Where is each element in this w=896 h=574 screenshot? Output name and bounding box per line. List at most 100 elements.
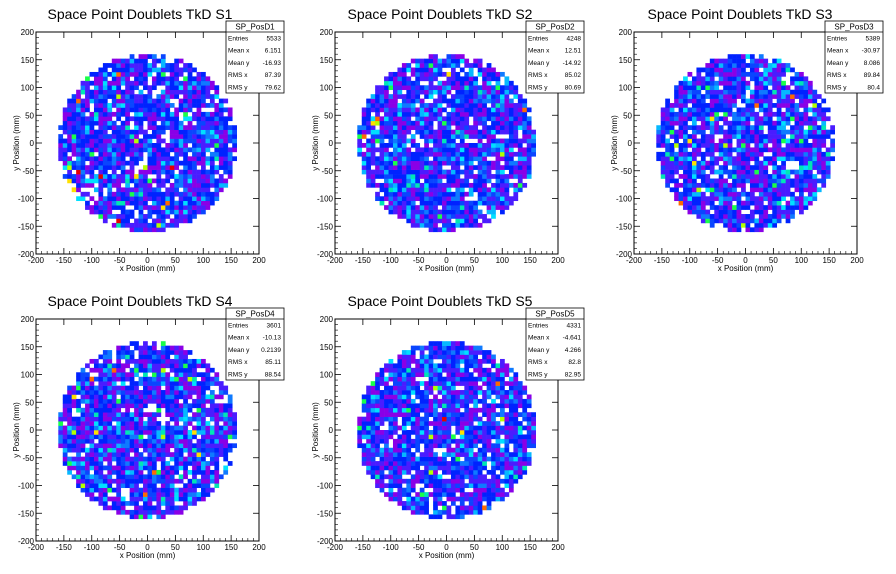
heatmap-cell <box>785 174 791 179</box>
heatmap-cell <box>669 120 675 126</box>
heatmap-cell <box>160 438 166 444</box>
heatmap-cell <box>419 187 425 193</box>
heatmap-cell <box>80 372 86 378</box>
heatmap-cell <box>178 390 184 395</box>
heatmap-cell <box>745 200 751 206</box>
heatmap-cell <box>85 125 90 130</box>
heatmap-cell <box>450 58 456 64</box>
heatmap-cell <box>495 169 501 175</box>
heatmap-cell <box>138 107 144 113</box>
heatmap-cell <box>669 156 675 162</box>
heatmap-cell <box>134 390 139 395</box>
heatmap-cell <box>433 76 438 82</box>
heatmap-cell <box>450 214 456 219</box>
heatmap-cell <box>178 58 184 64</box>
heatmap-cell <box>147 385 153 391</box>
heatmap-cell <box>102 350 108 355</box>
heatmap-cell <box>85 103 90 108</box>
heatmap-cell <box>428 227 434 233</box>
heatmap-cell <box>223 434 229 440</box>
heatmap-cell <box>102 120 108 126</box>
heatmap-cell <box>741 191 746 197</box>
heatmap-cell <box>442 160 447 166</box>
heatmap-cell <box>147 354 153 360</box>
heatmap-cell <box>392 116 398 122</box>
heatmap-cell <box>71 107 77 113</box>
heatmap-cell <box>388 151 394 157</box>
heatmap-cell <box>419 111 425 117</box>
heatmap-cell <box>700 218 706 224</box>
heatmap-cell <box>415 222 421 228</box>
heatmap-cell <box>450 76 456 82</box>
heatmap-cell <box>169 89 175 95</box>
heatmap-cell <box>392 107 398 113</box>
heatmap-cell <box>160 98 166 104</box>
heatmap-cell <box>718 143 724 148</box>
heatmap-cell <box>415 58 421 64</box>
heatmap-cell <box>196 125 202 130</box>
heatmap-cell <box>531 138 536 144</box>
heatmap-cell <box>187 147 193 153</box>
heatmap-cell <box>714 85 720 91</box>
heatmap-cell <box>214 407 220 413</box>
heatmap-cell <box>183 447 188 453</box>
heatmap-cell <box>388 160 394 166</box>
heatmap-cell <box>107 407 113 413</box>
heatmap-cell <box>477 98 483 104</box>
heatmap-cell <box>517 165 523 170</box>
heatmap-cell <box>205 125 211 130</box>
heatmap-cell <box>500 191 505 197</box>
heatmap-cell <box>174 80 180 86</box>
heatmap-cell <box>138 58 144 64</box>
heatmap-cell <box>174 218 180 224</box>
heatmap-cell <box>415 125 421 130</box>
heatmap-cell <box>446 129 452 135</box>
heatmap-cell <box>76 438 81 444</box>
heatmap-cell <box>102 218 108 224</box>
heatmap-cell <box>450 205 456 210</box>
heatmap-cell <box>772 209 778 215</box>
heatmap-cell <box>120 111 126 117</box>
heatmap-cell <box>491 138 496 144</box>
heatmap-cell <box>723 218 728 224</box>
heatmap-cell <box>392 89 398 95</box>
heatmap-cell <box>209 469 215 475</box>
heatmap-cell <box>209 85 215 91</box>
heatmap-cell <box>62 125 68 130</box>
heatmap-cell <box>825 151 831 157</box>
heatmap-cell <box>102 67 108 73</box>
heatmap-cell <box>129 107 135 113</box>
heatmap-cell <box>464 120 470 126</box>
heatmap-cell <box>749 63 755 68</box>
heatmap-cell <box>151 178 157 184</box>
heatmap-cell <box>674 156 679 162</box>
heatmap-cell <box>375 191 380 197</box>
heatmap-cell <box>477 187 483 193</box>
heatmap-cell <box>58 151 64 157</box>
heatmap-cell <box>192 174 197 179</box>
heatmap-cell <box>763 169 769 175</box>
heatmap-cell <box>495 94 501 99</box>
heatmap-cell <box>218 107 224 113</box>
heatmap-cell <box>58 438 64 444</box>
heatmap-cell <box>80 465 86 471</box>
heatmap-cell <box>196 103 202 108</box>
heatmap-cell <box>450 107 456 113</box>
heatmap-cell <box>143 71 148 77</box>
heatmap-cell <box>160 447 166 453</box>
heatmap-cell <box>473 147 479 153</box>
heatmap-cell <box>674 187 679 193</box>
heatmap-cell <box>129 483 135 489</box>
x-tick-label: -150 <box>56 543 73 552</box>
heatmap-cell <box>116 187 122 193</box>
heatmap-cell <box>709 178 715 184</box>
heatmap-cell <box>736 160 742 166</box>
heatmap-cell <box>98 165 104 170</box>
heatmap-cell <box>437 125 443 130</box>
heatmap-cell <box>401 125 407 130</box>
heatmap-cell <box>745 222 751 228</box>
heatmap-cell <box>156 478 162 484</box>
heatmap-cell <box>205 465 211 471</box>
heatmap-cell <box>125 478 130 484</box>
heatmap-cell <box>477 169 483 175</box>
